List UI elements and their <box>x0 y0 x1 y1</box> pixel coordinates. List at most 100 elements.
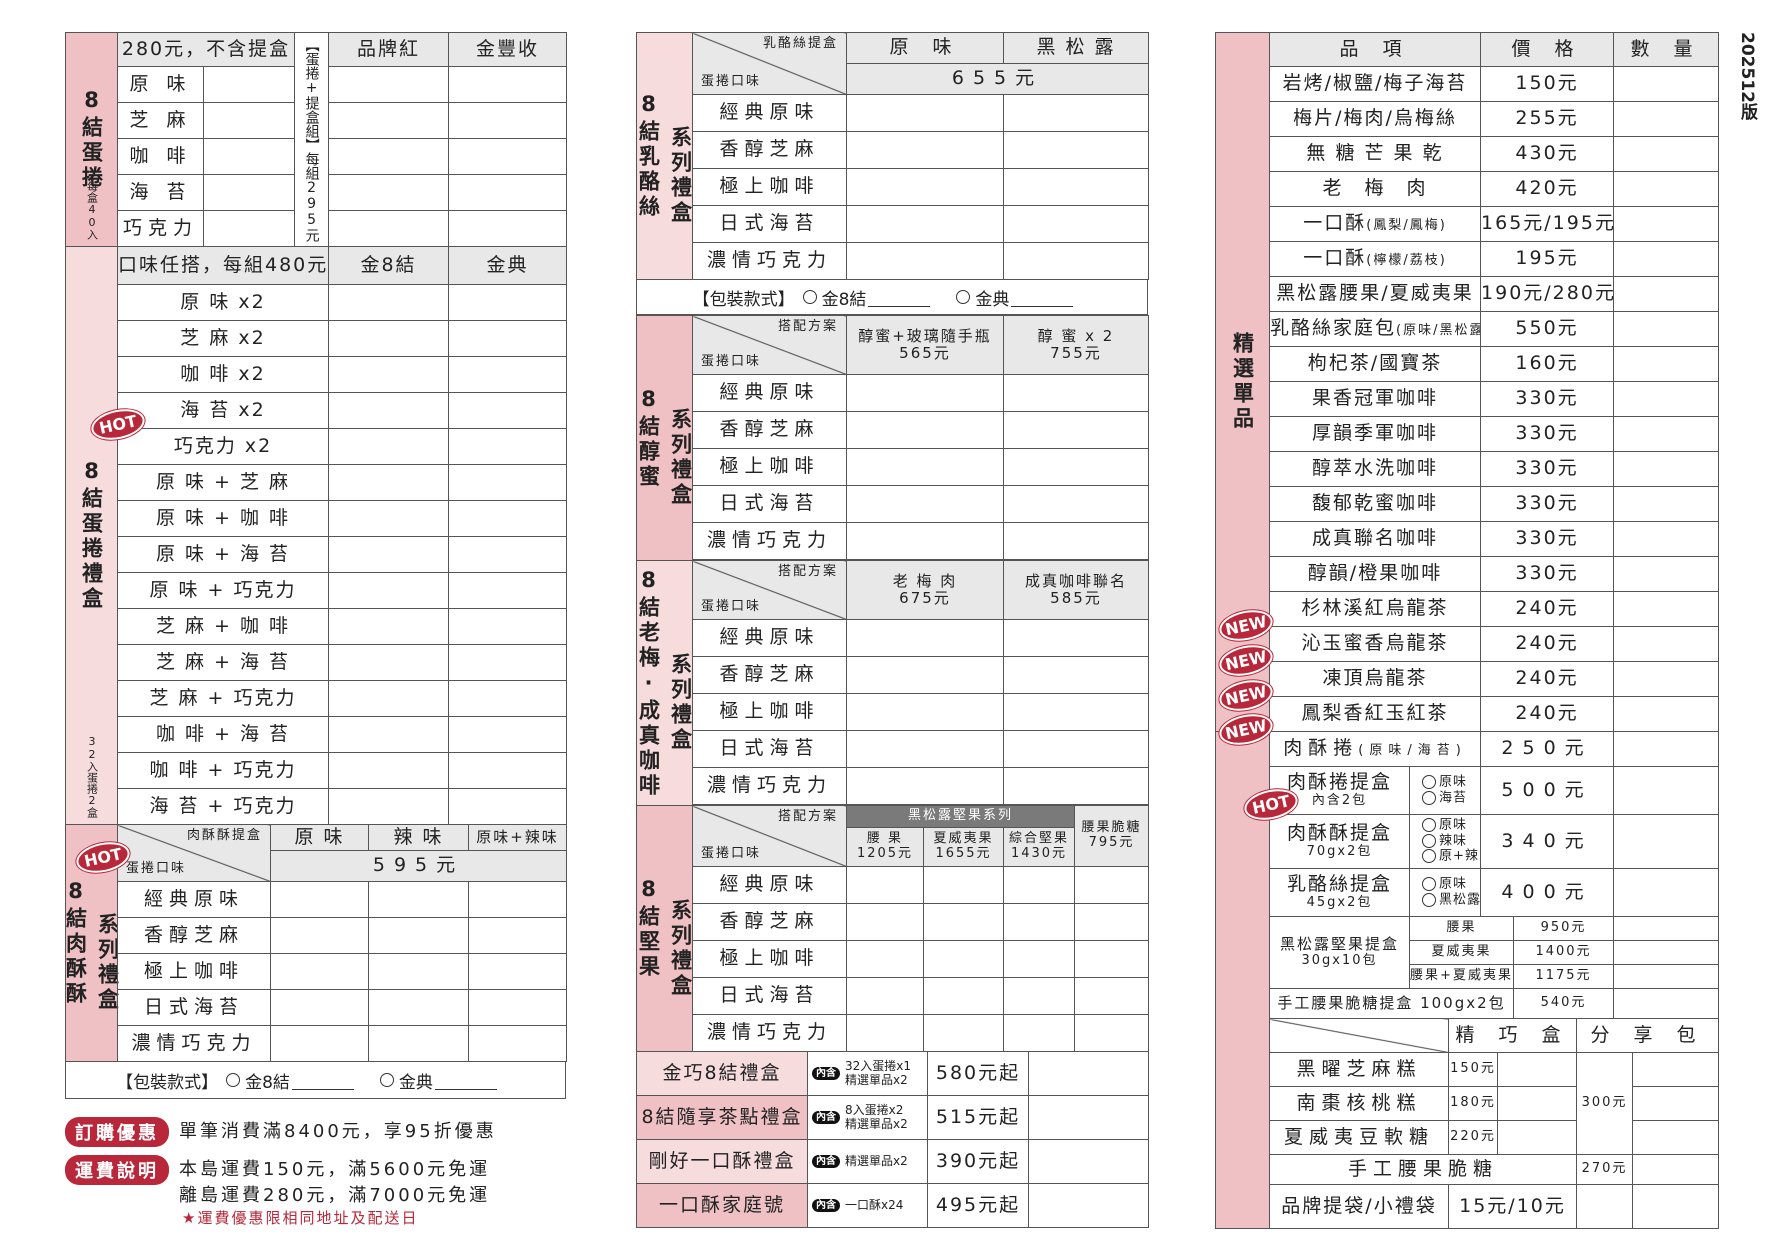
quantity-input-cell[interactable] <box>468 917 567 954</box>
quantity-input-cell[interactable] <box>1613 988 1720 1019</box>
quantity-input-cell[interactable] <box>1003 205 1149 243</box>
quantity-input-cell[interactable] <box>1613 101 1720 137</box>
quantity-input-cell[interactable] <box>328 210 450 247</box>
quantity-input-cell[interactable] <box>328 608 449 645</box>
quantity-input-cell[interactable] <box>468 1025 567 1062</box>
quantity-input-cell[interactable] <box>448 66 568 103</box>
radio-icon[interactable] <box>802 290 817 304</box>
quantity-input-cell[interactable] <box>1632 1086 1719 1121</box>
quantity-input-cell[interactable] <box>846 866 924 904</box>
quantity-input-cell[interactable] <box>846 903 924 941</box>
quantity-input-cell[interactable] <box>1613 171 1720 207</box>
quantity-input-cell[interactable] <box>1074 940 1150 978</box>
quantity-input-cell[interactable] <box>1613 136 1720 172</box>
radio-icon[interactable] <box>1422 892 1436 907</box>
option-item[interactable]: 原味 <box>1416 877 1480 892</box>
quantity-input-cell[interactable] <box>1003 242 1149 280</box>
radio-icon[interactable] <box>1422 790 1436 805</box>
quantity-input-cell[interactable] <box>202 138 296 175</box>
quantity-input-cell[interactable] <box>1028 1139 1149 1184</box>
quantity-input-cell[interactable] <box>1613 868 1720 917</box>
quantity-input-cell[interactable] <box>1632 1052 1719 1087</box>
quantity-input-cell[interactable] <box>368 1025 469 1062</box>
option-item[interactable]: 辣味 <box>1416 833 1480 849</box>
quantity-input-cell[interactable] <box>328 320 449 357</box>
quantity-input-cell[interactable] <box>1002 977 1076 1015</box>
quantity-input-cell[interactable] <box>846 522 1004 560</box>
quantity-input-cell[interactable] <box>1613 814 1720 869</box>
quantity-input-cell[interactable] <box>846 242 1004 280</box>
quantity-input-cell[interactable] <box>448 680 567 717</box>
radio-icon[interactable] <box>379 1073 394 1087</box>
quantity-input-cell[interactable] <box>328 66 450 103</box>
quantity-input-cell[interactable] <box>1003 448 1149 486</box>
quantity-input-cell[interactable] <box>448 392 567 429</box>
quantity-blank[interactable] <box>1011 288 1074 307</box>
quantity-input-cell[interactable] <box>923 940 1004 978</box>
quantity-input-cell[interactable] <box>1003 522 1149 560</box>
quantity-input-cell[interactable] <box>923 903 1004 941</box>
quantity-input-cell[interactable] <box>923 977 1004 1015</box>
quantity-input-cell[interactable] <box>1002 1014 1076 1052</box>
quantity-input-cell[interactable] <box>368 953 469 990</box>
quantity-input-cell[interactable] <box>846 168 1004 206</box>
quantity-input-cell[interactable] <box>1074 977 1150 1015</box>
quantity-input-cell[interactable] <box>1003 767 1149 805</box>
radio-icon[interactable] <box>1422 833 1436 848</box>
quantity-input-cell[interactable] <box>448 572 567 609</box>
quantity-input-cell[interactable] <box>1028 1095 1149 1140</box>
option-item[interactable]: 海苔 <box>1416 790 1480 806</box>
quantity-input-cell[interactable] <box>328 716 449 753</box>
quantity-input-cell[interactable] <box>328 392 449 429</box>
quantity-input-cell[interactable] <box>202 174 296 211</box>
quantity-input-cell[interactable] <box>448 716 567 753</box>
quantity-input-cell[interactable] <box>328 464 449 501</box>
quantity-input-cell[interactable] <box>468 881 567 918</box>
quantity-input-cell[interactable] <box>923 1014 1004 1052</box>
quantity-input-cell[interactable] <box>846 448 1004 486</box>
quantity-input-cell[interactable] <box>448 320 567 357</box>
quantity-input-cell[interactable] <box>328 680 449 717</box>
quantity-input-cell[interactable] <box>846 656 1004 694</box>
radio-icon[interactable] <box>1422 818 1436 833</box>
quantity-input-cell[interactable] <box>1002 903 1076 941</box>
quantity-input-cell[interactable] <box>1613 626 1720 662</box>
quantity-input-cell[interactable] <box>846 730 1004 768</box>
quantity-input-cell[interactable] <box>202 66 296 103</box>
quantity-input-cell[interactable] <box>448 500 567 537</box>
quantity-input-cell[interactable] <box>1002 866 1076 904</box>
quantity-input-cell[interactable] <box>448 608 567 645</box>
quantity-input-cell[interactable] <box>1497 1052 1577 1087</box>
quantity-input-cell[interactable] <box>1613 311 1720 347</box>
quantity-input-cell[interactable] <box>328 752 449 789</box>
quantity-input-cell[interactable] <box>1613 66 1720 102</box>
radio-icon[interactable] <box>1422 877 1436 892</box>
quantity-input-cell[interactable] <box>846 411 1004 449</box>
quantity-input-cell[interactable] <box>1074 866 1150 904</box>
radio-icon[interactable] <box>956 290 971 304</box>
quantity-input-cell[interactable] <box>1002 940 1076 978</box>
quantity-input-cell[interactable] <box>328 138 450 175</box>
quantity-input-cell[interactable] <box>846 977 924 1015</box>
quantity-input-cell[interactable] <box>1613 486 1720 522</box>
quantity-input-cell[interactable] <box>1003 485 1149 523</box>
quantity-input-cell[interactable] <box>368 881 469 918</box>
quantity-input-cell[interactable] <box>1003 168 1149 206</box>
quantity-input-cell[interactable] <box>846 205 1004 243</box>
quantity-input-cell[interactable] <box>448 752 567 789</box>
quantity-input-cell[interactable] <box>1613 696 1720 732</box>
quantity-input-cell[interactable] <box>846 131 1004 169</box>
radio-icon[interactable] <box>226 1073 241 1087</box>
quantity-input-cell[interactable] <box>1613 731 1720 767</box>
quantity-input-cell[interactable] <box>1613 556 1720 592</box>
quantity-input-cell[interactable] <box>1003 730 1149 768</box>
quantity-input-cell[interactable] <box>448 210 568 247</box>
quantity-input-cell[interactable] <box>202 102 296 139</box>
quantity-input-cell[interactable] <box>1632 1120 1719 1155</box>
quantity-input-cell[interactable] <box>1613 416 1720 452</box>
quantity-input-cell[interactable] <box>328 174 450 211</box>
quantity-input-cell[interactable] <box>1613 916 1720 941</box>
quantity-input-cell[interactable] <box>468 953 567 990</box>
quantity-input-cell[interactable] <box>328 536 449 573</box>
quantity-input-cell[interactable] <box>1613 276 1720 312</box>
